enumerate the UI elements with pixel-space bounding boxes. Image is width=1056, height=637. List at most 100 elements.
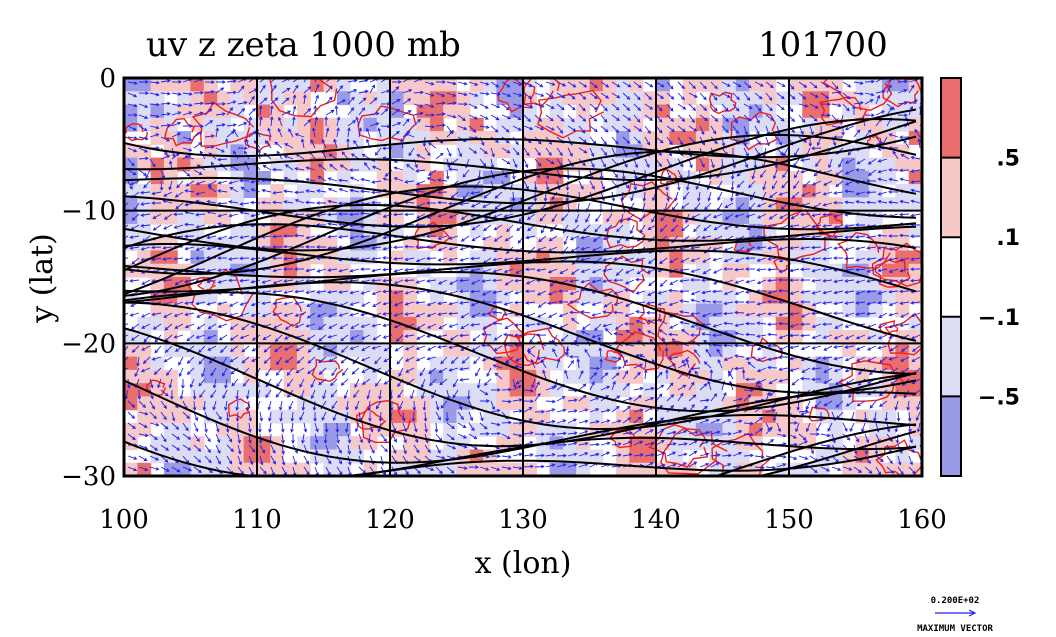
wind-vector [204, 90, 215, 94]
vorticity-cell [589, 343, 604, 358]
vorticity-cell [403, 396, 418, 411]
wind-vector [833, 290, 844, 295]
wind-vector [424, 113, 435, 117]
wind-vector [556, 396, 566, 402]
wind-vector [215, 422, 220, 433]
wind-vector [182, 433, 192, 440]
wind-vector [490, 147, 495, 158]
wind-vector [149, 133, 160, 138]
wind-vector [745, 377, 756, 382]
vorticity-cell [536, 383, 551, 397]
wind-vector [479, 466, 490, 471]
vorticity-cell [163, 316, 178, 331]
vorticity-cell [602, 237, 617, 252]
wind-vector [633, 371, 641, 380]
wind-vector [163, 356, 173, 363]
wind-vector [782, 169, 789, 179]
wind-vector [765, 81, 774, 89]
vorticity-cell [842, 343, 857, 358]
wind-vector [591, 279, 602, 284]
wind-vector [633, 386, 644, 391]
wind-vector [186, 334, 195, 342]
wind-vector [724, 213, 734, 220]
wind-vector [721, 463, 732, 468]
wind-vector [866, 312, 877, 316]
wind-vector [547, 290, 558, 296]
wind-vector [659, 279, 668, 287]
vorticity-cell [789, 330, 803, 344]
wind-vector [421, 389, 426, 400]
vorticity-cell [124, 78, 138, 92]
wind-vector [303, 94, 307, 105]
wind-vector [459, 301, 470, 305]
vorticity-cell [190, 157, 205, 172]
wind-vector [237, 146, 248, 151]
wind-vector [138, 103, 149, 109]
wind-vector [624, 312, 635, 317]
wind-vector [349, 290, 360, 295]
wind-vector [151, 257, 162, 262]
wind-vector [842, 466, 853, 471]
wind-vector [842, 92, 851, 100]
wind-vector [277, 127, 283, 138]
vorticity-cell [775, 422, 790, 437]
wind-vector [281, 97, 290, 105]
wind-vector [204, 134, 215, 138]
wind-vector [160, 154, 171, 160]
wind-vector [468, 114, 478, 120]
wind-vector [426, 279, 437, 283]
vorticity-cell [443, 78, 458, 92]
vorticity-cell [882, 409, 896, 424]
wind-vector [426, 312, 437, 318]
wind-vector [131, 213, 140, 221]
wind-vector [408, 147, 415, 157]
wind-vector [662, 337, 668, 347]
wind-vector [866, 190, 877, 195]
wind-vector [611, 405, 620, 413]
wind-vector [391, 86, 400, 94]
wind-vector [798, 455, 809, 460]
vorticity-cell [469, 316, 484, 331]
wind-vector [138, 433, 149, 438]
wind-vector [723, 311, 734, 316]
vorticity-cell [350, 436, 364, 451]
wind-vector [622, 125, 631, 132]
wind-vector [492, 300, 503, 305]
vorticity-cell [602, 316, 617, 331]
vorticity-cell [789, 78, 803, 92]
wind-vector [193, 131, 203, 138]
vorticity-cell [177, 303, 192, 318]
wind-vector [230, 345, 239, 352]
wind-vector [468, 103, 478, 109]
wind-vector [268, 422, 272, 433]
vorticity-cell [682, 277, 697, 291]
wind-vector [461, 356, 470, 364]
vorticity-cell [576, 104, 591, 119]
wind-vector [448, 167, 459, 172]
wind-vector [539, 213, 547, 222]
vorticity-cell [257, 104, 271, 119]
wind-vector [490, 466, 501, 471]
vorticity-cell [243, 78, 258, 92]
wind-vector [855, 312, 866, 316]
wind-vector [558, 312, 569, 318]
wind-vector [204, 120, 214, 127]
wind-vector [361, 153, 371, 160]
wind-vector [556, 453, 567, 458]
vorticity-cell [749, 303, 763, 318]
wind-vector [217, 189, 228, 193]
wind-vector [160, 101, 171, 106]
wind-vector [338, 212, 349, 216]
wind-vector [149, 433, 158, 440]
vorticity-cell [735, 91, 750, 106]
wind-vector [160, 422, 169, 430]
vorticity-cell [163, 78, 178, 92]
wind-vector [130, 323, 140, 330]
wind-vector [272, 200, 283, 205]
wind-vector [845, 400, 855, 407]
wind-vector [269, 116, 274, 127]
vorticity-cell [390, 316, 404, 331]
vorticity-cell [562, 210, 577, 225]
vorticity-cell [855, 330, 870, 344]
wind-vector [160, 112, 171, 116]
